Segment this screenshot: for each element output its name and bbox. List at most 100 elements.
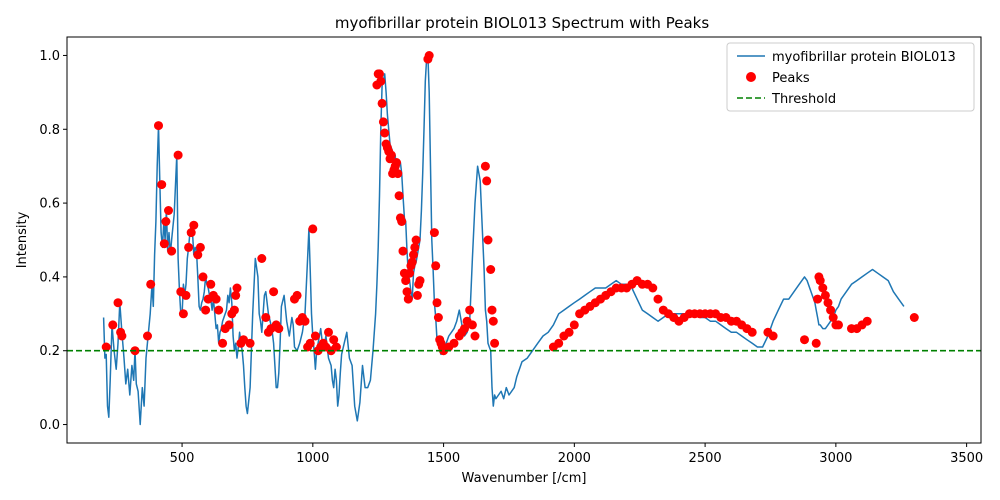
legend-label-threshold: Threshold [771,92,836,107]
peak-marker [433,313,443,322]
peak-marker [224,320,234,330]
peak-marker [173,150,183,160]
peak-marker [460,324,469,334]
x-tick-label: 3500 [950,451,983,466]
peak-marker [195,242,205,252]
peak-marker [823,298,833,308]
x-tick-label: 3000 [819,451,852,466]
x-axis-label: Wavenumber [/cm] [462,471,587,486]
peak-marker [218,338,228,348]
y-axis-label: Intensity [15,211,30,268]
peak-marker [380,128,390,138]
peak-marker [909,313,919,322]
peak-marker [480,161,490,171]
peak-marker [811,338,821,348]
plot-area [67,51,981,426]
legend: myofibrillar protein BIOL013 Peaks Thres… [726,42,975,112]
y-tick-label: 0.8 [39,123,60,138]
peak-marker [401,276,411,286]
peak-marker [305,338,315,348]
peak-marker [653,294,663,304]
peak-marker [269,287,279,297]
peak-marker [324,327,333,337]
y-tick-label: 1.0 [39,49,60,64]
peak-marker [415,276,425,286]
peak-marker [274,324,284,334]
peak-marker [432,298,442,308]
peak-marker [386,150,396,160]
peak-marker [470,331,480,341]
peak-marker [231,290,241,300]
legend-label-peaks: Peaks [772,71,810,86]
peak-marker [402,287,412,297]
x-tick-label: 2500 [689,451,722,466]
peak-marker [403,294,413,304]
peak-marker [393,169,403,179]
peak-marker [569,320,579,330]
chart-title: myofibrillar protein BIOL013 Spectrum wi… [335,14,709,32]
peak-marker [487,305,497,315]
peak-marker [564,327,574,337]
peak-marker [405,268,415,278]
peak-marker [146,279,156,289]
peak-marker [113,298,123,308]
peak-marker [394,191,404,201]
peak-marker [800,335,809,345]
peak-marker [486,265,496,274]
peak-marker [201,305,211,315]
peak-marker [245,338,255,348]
peak-marker [397,217,407,226]
peak-marker [488,316,498,326]
x-tick-label: 2000 [558,451,591,466]
peak-marker [101,342,111,352]
y-tick-label: 0.6 [39,197,60,212]
peak-marker [490,338,500,348]
peak-marker [815,276,825,286]
peak-marker [431,261,441,271]
x-tick-label: 1000 [296,451,329,466]
peak-marker [377,98,387,108]
peak-marker [193,250,203,260]
peak-marker [211,294,221,304]
x-axis: 500 1000 1500 2000 2500 3000 3500 [170,443,983,466]
peak-marker [206,279,216,289]
x-tick-label: 1500 [427,451,460,466]
peak-marker [157,180,167,190]
peak-marker [159,239,169,249]
legend-label-spectrum: myofibrillar protein BIOL013 [772,50,956,65]
peak-marker [820,290,830,300]
peak-marker [189,220,199,230]
peak-marker [181,290,191,300]
peak-marker [310,331,320,341]
y-axis: 0.0 0.2 0.4 0.6 0.8 1.0 [39,49,67,433]
peak-marker [768,331,778,341]
peak-marker [292,290,302,300]
peak-marker [161,217,171,226]
peak-marker [117,331,127,341]
peak-marker [375,69,384,79]
peak-marker [826,305,836,315]
peak-marker [862,316,872,326]
peak-marker [828,313,838,322]
peak-marker [554,338,564,348]
peak-marker [813,294,823,304]
peak-marker [154,121,163,131]
peak-marker [198,272,208,282]
legend-box [726,42,975,112]
peak-marker [429,228,439,238]
peak-marker [376,76,386,86]
peak-marker [329,335,339,345]
peak-marker [164,206,173,215]
peak-marker [424,51,434,60]
peak-marker [834,320,843,330]
peak-marker [465,305,475,315]
peak-marker [239,335,248,345]
peak-marker [308,224,318,234]
peak-marker [186,228,196,238]
peak-marker [398,246,408,256]
peak-marker [229,305,239,315]
peak-marker [467,320,477,330]
peak-marker [232,283,242,293]
peak-marker [261,313,271,322]
